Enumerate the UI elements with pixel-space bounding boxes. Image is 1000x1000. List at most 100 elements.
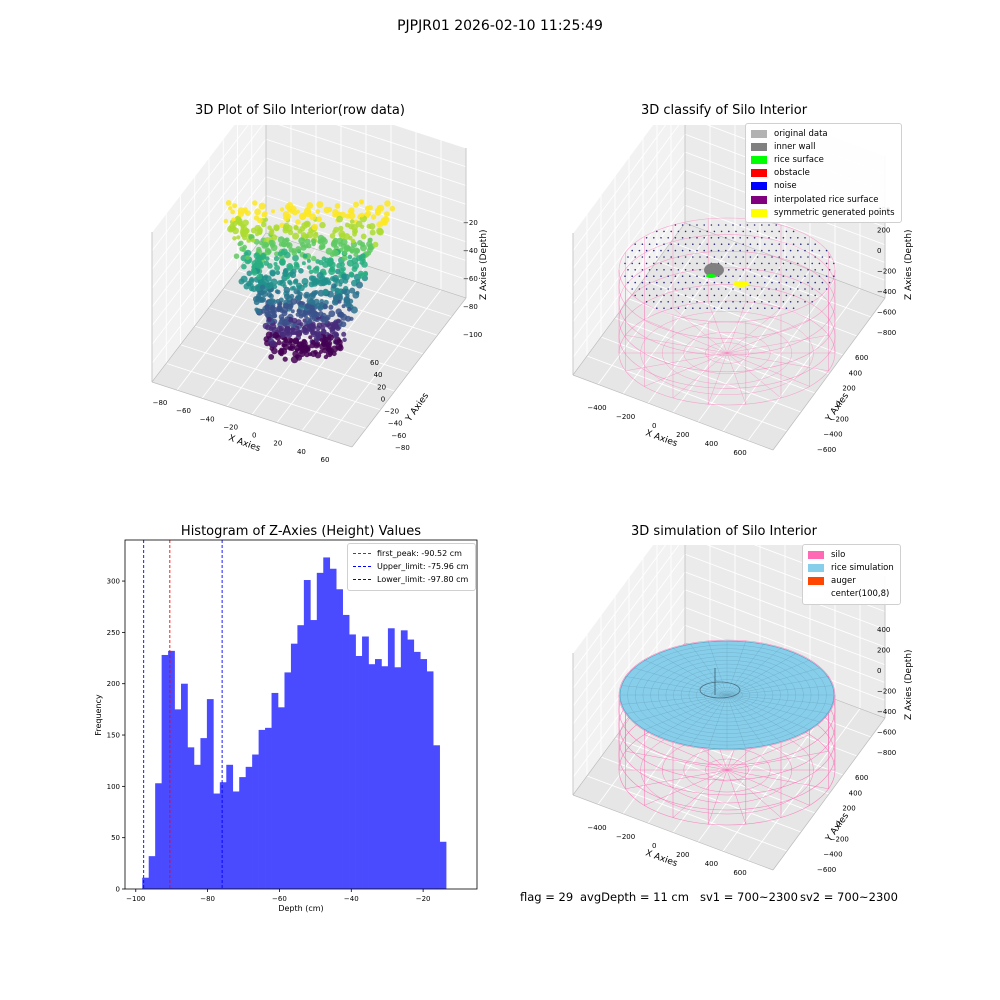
grid-line — [747, 708, 861, 861]
y-tick-label: 50 — [111, 834, 120, 842]
plot2-title: 3D classify of Silo Interior — [640, 103, 808, 118]
noise-point — [689, 275, 691, 277]
legend-entry: interpolated rice surface — [751, 193, 895, 206]
plot1-x-ticks: −80 −60 −40 −20 0 20 40 60 — [153, 399, 330, 464]
grid-line — [684, 553, 886, 630]
noise-point — [728, 256, 730, 258]
rice-surface-mesh — [626, 676, 728, 696]
scatter-point — [292, 254, 299, 262]
status-sv2: sv2 = 700~2300 — [800, 890, 898, 904]
noise-point — [674, 249, 677, 252]
noise-point — [725, 249, 727, 252]
histogram-bar — [265, 727, 272, 889]
silo-floor-spoke — [672, 769, 728, 818]
noise-point — [778, 230, 780, 233]
scatter-point — [314, 265, 320, 271]
scatter-point — [369, 229, 376, 236]
scatter-point — [300, 339, 308, 347]
noise-point — [663, 269, 665, 271]
rice-surface-mesh — [726, 694, 746, 749]
rice-surface-mesh — [726, 644, 764, 696]
noise-point — [725, 262, 727, 265]
scatter-point — [320, 316, 328, 323]
scatter-point — [228, 206, 233, 211]
noise-point — [739, 301, 741, 303]
noise-point — [677, 307, 680, 309]
scatter-point — [316, 201, 324, 209]
noise-point — [756, 269, 759, 271]
noise-point — [728, 294, 730, 297]
axis-edge — [151, 381, 353, 448]
rice-surface-mesh — [658, 653, 728, 696]
scatter-point — [291, 268, 297, 274]
noise-point — [792, 307, 795, 309]
y-tick-label: 40 — [374, 371, 383, 379]
noise-point — [648, 269, 651, 271]
noise-point — [753, 249, 756, 252]
scatter-point — [347, 307, 352, 312]
scatter-point — [231, 217, 236, 222]
scatter-point — [283, 286, 291, 294]
noise-point — [800, 281, 802, 284]
noise-point — [749, 269, 752, 271]
scatter-point — [383, 211, 390, 217]
scatter-point — [346, 214, 351, 219]
scatter-point — [366, 250, 372, 256]
scatter-point — [297, 291, 303, 297]
scatter-point — [313, 342, 320, 349]
scatter-point — [269, 340, 277, 347]
histogram-bar — [271, 692, 279, 889]
scatter-point — [384, 200, 391, 207]
silo-ring — [618, 639, 836, 751]
scatter-point — [325, 350, 333, 358]
noise-point — [710, 237, 713, 239]
noise-point — [667, 262, 669, 265]
legend-swatch — [751, 195, 767, 204]
noise-point — [814, 243, 816, 245]
status-avg-depth: avgDepth = 11 cm — [580, 890, 689, 904]
z-tick-label: −20 — [463, 219, 478, 227]
noise-point — [638, 262, 641, 265]
rice-surface-mesh — [726, 660, 810, 696]
noise-point — [689, 224, 691, 226]
noise-point — [818, 288, 821, 290]
scatter-point — [238, 278, 245, 285]
scatter-point — [295, 246, 302, 253]
scatter-point — [237, 220, 244, 227]
noise-point — [825, 275, 828, 277]
histogram-bar — [420, 659, 428, 889]
noise-point — [818, 275, 821, 277]
scatter-point — [237, 242, 242, 247]
legend-line-sample — [353, 566, 371, 568]
noise-point — [749, 243, 752, 245]
rice-surface-mesh — [690, 644, 728, 696]
legend-entry: inner wall — [751, 140, 895, 153]
legend-swatch — [751, 129, 767, 138]
noise-point — [663, 243, 665, 245]
silo-ring — [618, 250, 836, 356]
histogram-bar — [433, 745, 440, 889]
noise-point — [720, 294, 723, 297]
legend-label: obstacle — [774, 168, 810, 179]
noise-point — [681, 237, 684, 239]
scatter-point — [335, 326, 341, 331]
noise-point — [742, 230, 744, 233]
noise-point — [771, 256, 773, 258]
scatter-point — [361, 261, 368, 268]
scatter-point — [257, 230, 263, 236]
grid-line — [572, 545, 680, 689]
x-tick-label: −20 — [223, 423, 238, 431]
legend-swatch — [751, 169, 767, 178]
scatter-point — [233, 253, 240, 259]
z-tick-label: −600 — [877, 729, 896, 737]
scatter-point — [349, 316, 354, 321]
histogram-bar — [278, 707, 285, 889]
noise-point — [653, 301, 655, 303]
scatter-point — [304, 238, 311, 245]
y-tick-label: 600 — [855, 774, 868, 782]
scatter-point — [321, 256, 327, 261]
noise-point — [684, 230, 687, 233]
y-tick-label: 600 — [855, 354, 868, 362]
noise-point — [728, 243, 730, 245]
legend-label: auger — [831, 575, 856, 586]
